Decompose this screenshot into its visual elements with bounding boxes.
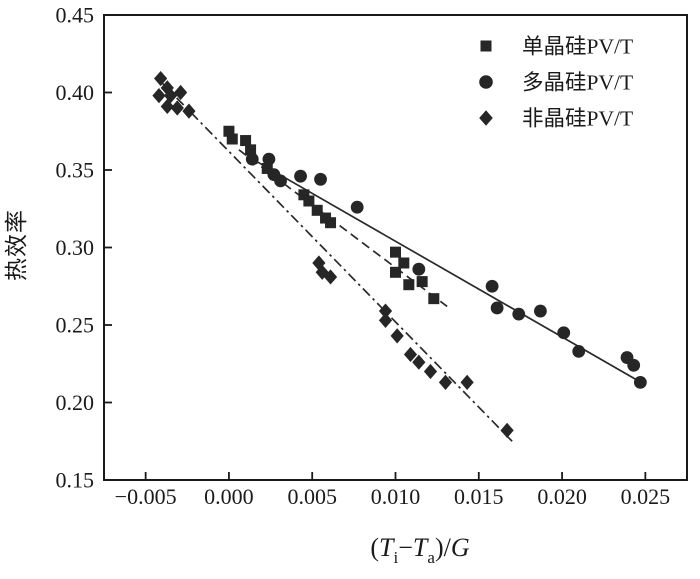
scatter-point-circle [262, 152, 276, 166]
scatter-point-circle [490, 301, 504, 315]
legend: 单晶硅PV/T 多晶硅PV/T 非晶硅PV/T [479, 35, 633, 131]
scatter-point-diamond [154, 70, 168, 87]
scatter-point-diamond [378, 312, 393, 328]
scatter-point-square [223, 125, 235, 137]
scatter-point-diamond [438, 374, 453, 390]
y-tick-label: 0.15 [56, 468, 95, 493]
scatter-point-diamond [423, 363, 438, 380]
scatter-point-square [240, 135, 252, 147]
scatter-point-square [428, 293, 440, 305]
scatter-point-square [298, 189, 310, 201]
legend-marker-diamond [479, 110, 493, 126]
scatter-point-circle [314, 172, 327, 186]
scatter-point-circle [294, 169, 307, 183]
scatter-point-diamond [378, 303, 393, 319]
x-axis-title-segment: T [379, 533, 395, 562]
scatter-point-circle [572, 344, 586, 358]
y-tick-label: 0.30 [56, 235, 95, 260]
scatter-point-diamond [160, 98, 174, 115]
y-tick-label: 0.45 [56, 3, 95, 28]
y-tick-label: 0.20 [56, 390, 95, 415]
x-axis-title-segment: ( [370, 533, 379, 562]
scatter-point-diamond [315, 264, 329, 280]
scatter-point-circle [633, 375, 647, 389]
x-tick-label: 0.010 [371, 484, 421, 509]
legend-marker-circle [479, 75, 493, 89]
scatter-point-diamond [390, 328, 404, 344]
scatter-point-circle [412, 262, 426, 276]
scatter-point-diamond [500, 422, 514, 438]
scatter-point-diamond [412, 354, 426, 370]
scatter-point-square [325, 217, 337, 229]
scatter-series [152, 70, 647, 438]
scatter-point-diamond [403, 346, 418, 363]
scatter-point-square [261, 162, 273, 174]
scatter-point-square [403, 279, 415, 291]
x-axis-title: (Ti−Ta)/G [370, 533, 469, 567]
legend-marker-square [480, 40, 492, 52]
x-tick-label: 0.005 [287, 484, 337, 509]
scatter-point-circle [557, 326, 571, 340]
x-axis-title-subscript: a [427, 548, 435, 567]
x-tick-label: 0.015 [454, 484, 504, 509]
scatter-point-circle [274, 174, 287, 188]
scatter-point-diamond [182, 103, 196, 119]
scatter-point-circle [627, 358, 641, 372]
scatter-point-circle [512, 307, 526, 321]
scatter-point-square [398, 257, 410, 269]
y-axis-title: 热效率 [4, 209, 29, 281]
x-axis-title-segment: − [398, 533, 413, 562]
y-tick-label: 0.25 [56, 313, 95, 338]
x-tick-label: 0.020 [537, 484, 587, 509]
scatter-point-square [416, 276, 428, 288]
scatter-point-circle [350, 200, 364, 214]
x-tick-label: 0.025 [621, 484, 671, 509]
series-square [223, 125, 440, 305]
x-axis-title-subscript: i [394, 548, 399, 567]
series-diamond [152, 70, 514, 438]
x-axis-ticks [144, 472, 647, 480]
y-tick-label: 0.35 [56, 158, 95, 183]
x-tick-label: 0.000 [204, 484, 254, 509]
scatter-point-square [390, 266, 401, 278]
y-axis-ticks [104, 14, 112, 481]
legend-label: 多晶硅PV/T [522, 71, 633, 95]
scatter-point-diamond [174, 84, 188, 101]
legend-item-2: 多晶硅PV/T [479, 71, 633, 95]
scatter-point-circle [245, 152, 259, 166]
scatter-point-circle [534, 304, 547, 318]
scatter-point-square [226, 133, 238, 145]
x-axis-title-segment: )/ [435, 533, 452, 562]
x-axis-title-segment: G [451, 533, 470, 562]
legend-item-3: 非晶硅PV/T [479, 107, 633, 131]
x-tick-label: −0.005 [115, 484, 177, 509]
scatter-point-square [303, 195, 315, 207]
scatter-point-diamond [460, 374, 474, 390]
legend-item-1: 单晶硅PV/T [480, 35, 633, 59]
fit-line-dashdot [161, 82, 513, 442]
scatter-point-square [390, 246, 401, 258]
scatter-point-square [311, 204, 323, 216]
y-axis-tick-labels: 0.15 0.20 0.25 0.30 0.35 0.40 0.45 [56, 3, 95, 493]
scatter-point-diamond [170, 100, 184, 116]
x-axis-title-segment: T [413, 533, 429, 562]
legend-label: 单晶硅PV/T [522, 35, 633, 59]
scatter-point-diamond [323, 269, 338, 285]
x-axis-tick-labels: −0.005 0.000 0.005 0.010 0.015 0.020 0.025 [115, 484, 670, 509]
legend-label: 非晶硅PV/T [522, 107, 633, 131]
y-tick-label: 0.40 [56, 80, 95, 105]
scatter-point-circle [485, 279, 499, 293]
scatter-point-diamond [152, 88, 166, 104]
series-circle [245, 152, 647, 389]
scatter-point-square [245, 144, 257, 156]
